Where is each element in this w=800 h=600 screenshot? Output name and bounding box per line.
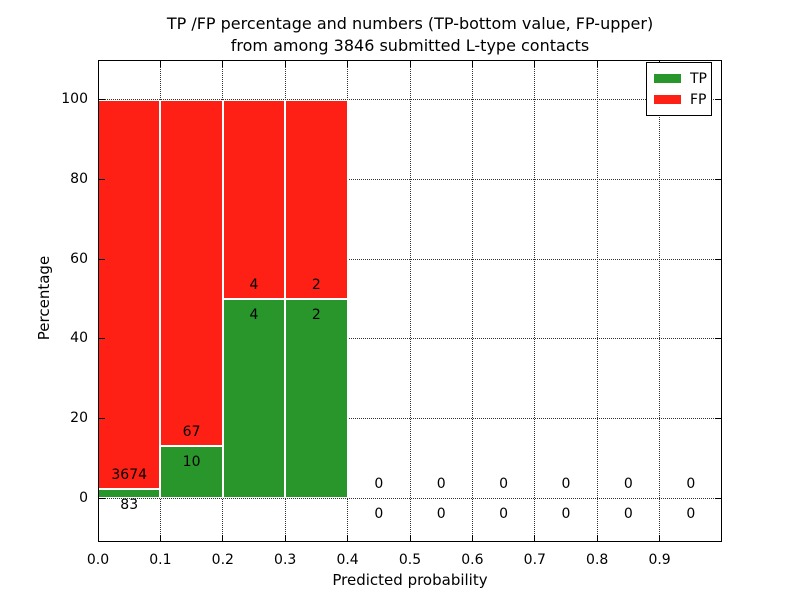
x-tick-label: 0.6: [461, 552, 484, 568]
y-tick-label: 60: [70, 250, 88, 267]
y-tick-mark: [99, 338, 105, 340]
x-tick-mark: [284, 535, 286, 541]
legend-swatch-tp: [654, 74, 681, 83]
fp-count-label: 0: [686, 475, 696, 492]
fp-count-label: 0: [374, 475, 384, 492]
fp-count-label: 2: [311, 276, 321, 293]
x-tick-label: 0.4: [336, 552, 359, 568]
x-tick-label: 0.3: [274, 552, 297, 568]
bar-fp-segment: [160, 99, 223, 447]
x-tick-label: 0.2: [211, 552, 234, 568]
chart-title: TP /FP percentage and numbers (TP-bottom…: [98, 13, 722, 57]
bar-tp-segment: [160, 446, 223, 499]
tp-count-label: 0: [561, 506, 571, 523]
y-tick-label: 80: [70, 171, 88, 187]
x-tick-mark: [159, 535, 161, 541]
x-tick-mark: [534, 61, 536, 67]
chart-title-line1: TP /FP percentage and numbers (TP-bottom…: [166, 14, 654, 33]
bar-fp-segment: [98, 99, 161, 490]
y-tick-mark: [99, 179, 105, 180]
x-tick-mark: [721, 535, 722, 541]
y-tick-mark: [715, 179, 721, 180]
x-tick-mark: [222, 61, 224, 67]
bar-tp-segment: [285, 299, 348, 499]
y-tick-mark: [715, 497, 721, 499]
fp-count-label: 0: [561, 475, 571, 492]
gridline-x-0.5: [409, 60, 411, 542]
x-tick-label: 0.8: [586, 552, 609, 568]
x-tick-mark: [721, 61, 722, 67]
fp-count-label: 0: [436, 475, 446, 492]
gridline-x-0.8: [596, 60, 598, 542]
legend-swatch-fp: [654, 95, 681, 104]
bar-fp-segment: [285, 99, 348, 299]
tp-count-label: 0: [374, 506, 384, 523]
gridline-x-0.9: [659, 60, 661, 542]
x-axis-label: Predicted probability: [332, 571, 488, 589]
gridline-x-0.6: [471, 60, 473, 542]
y-tick-mark: [715, 418, 721, 419]
y-tick-mark: [715, 258, 721, 260]
plot-area: TP FP 3674 83 67 10 4 4 2 2 0 0 0 0 0 0 0 0 0 0 0 0 0.0 0.1 0.…: [61, 60, 722, 568]
legend-label-tp: TP: [690, 70, 707, 87]
y-tick-mark: [715, 99, 721, 101]
tp-count-label: 83: [120, 497, 139, 514]
y-tick-label: 100: [61, 91, 88, 108]
y-tick-mark: [99, 258, 105, 260]
y-tick-mark: [99, 497, 105, 499]
tp-count-label: 0: [623, 506, 633, 523]
fp-count-label: 3674: [111, 467, 148, 484]
x-tick-mark: [222, 535, 224, 541]
x-tick-mark: [471, 61, 473, 67]
tp-count-label: 0: [686, 506, 696, 523]
x-tick-label: 0.9: [648, 552, 671, 568]
fp-count-label: 0: [623, 475, 633, 492]
x-tick-mark: [596, 61, 598, 67]
x-tick-mark: [534, 535, 536, 541]
y-tick-label: 20: [70, 410, 88, 426]
legend-item-tp: TP: [654, 68, 707, 89]
x-tick-label: 0.5: [398, 552, 422, 568]
x-tick-label: 0.7: [523, 552, 546, 568]
y-tick-label: 40: [70, 330, 88, 347]
tp-count-label: 10: [182, 454, 201, 471]
y-tick-mark: [99, 418, 105, 419]
x-tick-mark: [347, 535, 349, 541]
tp-count-label: 0: [499, 506, 509, 523]
x-tick-label: 0.1: [149, 552, 172, 568]
fp-count-label: 0: [499, 475, 509, 492]
tp-count-label: 0: [436, 506, 446, 523]
x-tick-mark: [659, 535, 661, 541]
tp-count-label: 4: [249, 306, 259, 323]
bar-tp-segment: [222, 299, 286, 499]
y-tick-label: 0: [79, 489, 88, 506]
gridline-x-0.4: [347, 60, 349, 542]
x-tick-mark: [471, 535, 473, 541]
x-tick-mark: [98, 535, 99, 541]
x-tick-mark: [596, 535, 598, 541]
y-axis-label: Percentage: [35, 255, 53, 341]
legend-item-fp: FP: [654, 89, 707, 110]
fp-count-label: 67: [182, 424, 201, 441]
x-tick-mark: [409, 61, 411, 67]
bar-fp-segment: [222, 99, 286, 299]
x-tick-mark: [409, 535, 411, 541]
legend: TP FP: [646, 62, 712, 116]
tp-count-label: 2: [311, 306, 321, 323]
y-tick-mark: [99, 99, 105, 101]
gridline-x-0.7: [534, 60, 536, 542]
chart-title-line2: from among 3846 submitted L-type contact…: [230, 36, 590, 55]
x-tick-label: 0.0: [86, 552, 110, 568]
x-tick-mark: [159, 61, 161, 67]
x-tick-mark: [98, 61, 99, 67]
legend-label-fp: FP: [690, 91, 707, 108]
fp-count-label: 4: [249, 276, 259, 293]
x-tick-mark: [284, 61, 286, 67]
x-tick-mark: [347, 61, 349, 67]
y-tick-mark: [715, 338, 721, 340]
